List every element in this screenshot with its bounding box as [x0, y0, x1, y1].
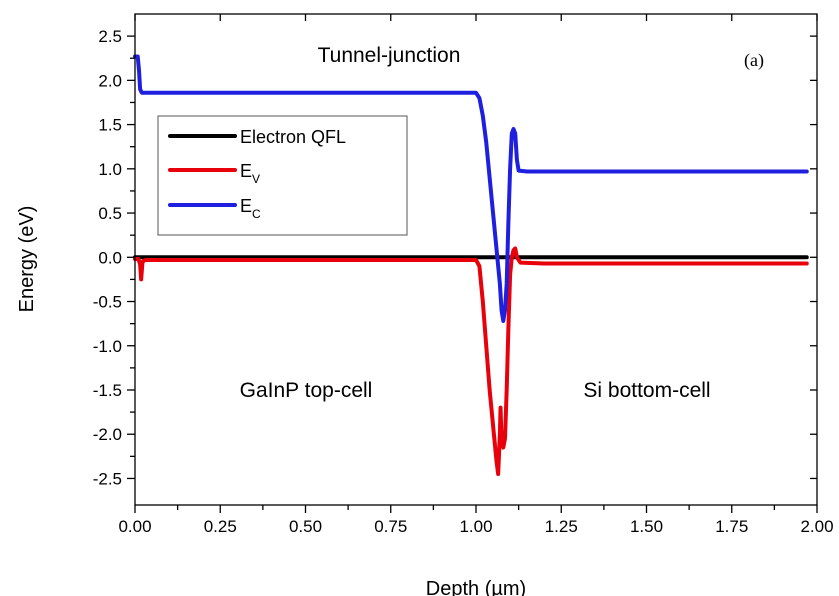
- y-axis-title: Energy (eV): [16, 206, 38, 313]
- y-tick-label: 1.0: [98, 160, 122, 179]
- bottom-cell-annotation: Si bottom-cell: [583, 379, 710, 402]
- legend-label-1-sub: V: [252, 172, 260, 186]
- y-tick-label: 0.0: [98, 248, 122, 267]
- series-ev-line: [133, 246, 809, 477]
- y-tick-label: -2.5: [93, 469, 122, 488]
- panel-label: (a): [744, 50, 764, 71]
- y-tick-label: 1.5: [98, 116, 122, 135]
- y-tick-label: -1.0: [93, 337, 122, 356]
- x-tick-label: 0.75: [374, 517, 407, 536]
- legend-label-ec: EC: [240, 196, 261, 221]
- legend-label-0-main: Electron QFL: [240, 127, 346, 147]
- y-tick-label: -1.5: [93, 381, 122, 400]
- x-axis-title: Depth (µm): [426, 578, 526, 596]
- legend-label-1-main: E: [240, 161, 252, 181]
- x-tick-label: 0.00: [118, 517, 151, 536]
- y-tick-label: -2.0: [93, 425, 122, 444]
- top-cell-annotation: GaInP top-cell: [240, 379, 373, 402]
- y-tick-label: 0.5: [98, 204, 122, 223]
- legend-label-ev: EV: [240, 161, 260, 186]
- x-tick-label: 1.50: [630, 517, 663, 536]
- y-tick-label: 2.0: [98, 71, 122, 90]
- legend-label-2-sub: C: [252, 207, 261, 221]
- x-tick-label: 0.25: [204, 517, 237, 536]
- legend-label-electron-qfl: Electron QFL: [240, 127, 346, 147]
- legend: Electron QFL EV EC: [157, 115, 408, 236]
- x-tick-label: 1.00: [459, 517, 492, 536]
- ticks-layer: 0.00 0.25 0.50 0.75 1.00 1.25 1.50 1.75 2.00 2.5 2…: [93, 14, 834, 536]
- series-layer: [133, 54, 809, 477]
- y-tick-label: -0.5: [93, 293, 122, 312]
- x-tick-label: 0.50: [289, 517, 322, 536]
- y-tick-label: 2.5: [98, 27, 122, 46]
- series-ec-line: [133, 54, 809, 323]
- x-tick-label: 2.00: [800, 517, 833, 536]
- tunnel-junction-annotation: Tunnel-junction: [318, 44, 461, 67]
- x-tick-label: 1.25: [545, 517, 578, 536]
- legend-label-2-main: E: [240, 196, 252, 216]
- x-tick-label: 1.75: [715, 517, 748, 536]
